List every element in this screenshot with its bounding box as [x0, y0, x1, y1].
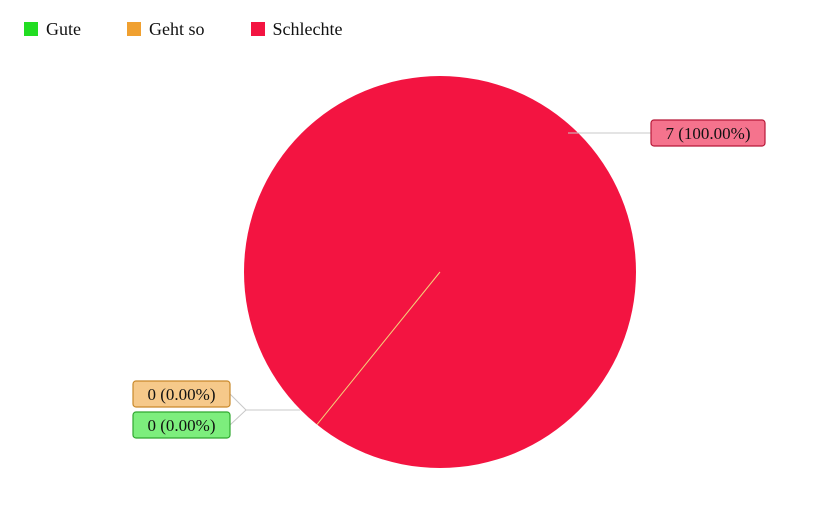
legend-swatch-schlechte [250, 22, 265, 36]
data-label-box-gute [132, 411, 231, 439]
pie-slices [244, 76, 636, 468]
data-label-schlechte: 7 (100.00%) [650, 119, 766, 147]
data-label-text-schlechte: 7 (100.00%) [666, 124, 751, 143]
chart-legend: Gute Geht so Schlechte [24, 18, 388, 40]
data-label-text-gute: 0 (0.00%) [148, 416, 216, 435]
legend-label-geht-so: Geht so [149, 18, 205, 39]
zero-slice-seam [316, 271, 441, 425]
data-label-geht-so: 0 (0.00%) [132, 380, 231, 408]
data-labels: 7 (100.00%) 0 (0.00%) 0 (0.00%) [132, 119, 766, 439]
data-label-box-geht-so [132, 380, 231, 408]
legend-swatch-geht-so [127, 22, 141, 36]
data-label-box-schlechte [650, 119, 766, 147]
legend-label-schlechte: Schlechte [272, 18, 343, 39]
label-connectors [229, 132, 651, 426]
legend-item-geht-so[interactable]: Geht so [127, 19, 205, 40]
connector-gute [229, 409, 247, 426]
data-label-gute: 0 (0.00%) [132, 411, 231, 439]
legend-item-gute[interactable]: Gute [24, 19, 81, 40]
legend-item-schlechte[interactable]: Schlechte [250, 18, 343, 40]
legend-swatch-gute [24, 22, 38, 36]
legend-label-gute: Gute [46, 18, 81, 39]
data-label-text-geht-so: 0 (0.00%) [148, 385, 216, 404]
